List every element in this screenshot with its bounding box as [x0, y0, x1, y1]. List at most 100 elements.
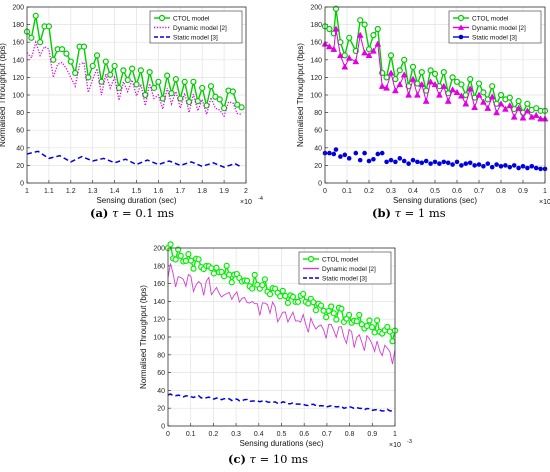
ch1-series-1-point	[325, 43, 333, 50]
ch1-series-0-point	[475, 80, 483, 87]
ch2-ylabel: Normalised Throughput (bps)	[139, 285, 148, 389]
ch2-series-0-point	[182, 257, 189, 265]
ch1-series-0-point	[409, 63, 417, 70]
ch1-series-1-point	[413, 91, 421, 98]
ch2-series-0-point	[317, 302, 325, 309]
ch2-series-0-point	[284, 299, 291, 307]
ch1-series-0-point	[506, 94, 513, 101]
ch1-xtick-label: 0.1	[342, 188, 352, 195]
caption-c-value: = 10 ms	[259, 452, 308, 466]
ch1-series-1-point	[332, 25, 340, 32]
ch2-xtick-label: 0.8	[345, 431, 355, 438]
ch2-xtick-label: 0.9	[367, 431, 377, 438]
ch1-series-2-point	[393, 159, 398, 165]
ch1-series-1-point	[519, 114, 527, 121]
ch0-series-0-point	[32, 12, 39, 19]
ch1-frame	[324, 6, 546, 184]
ch1-series-2-point	[503, 163, 508, 168]
ch1-series-1-point	[369, 47, 377, 54]
ch1-ytick-label: 40	[314, 145, 322, 152]
ch1-series-2-point	[357, 157, 363, 163]
ch0-series-0-point	[133, 81, 140, 88]
ch1-series-2-point	[437, 161, 442, 166]
ch1-series-1-point	[493, 109, 501, 116]
ch0-series-0-point	[146, 69, 153, 76]
ch1-ytick-label: 100	[310, 93, 322, 100]
ch2-series-0-point	[167, 241, 174, 248]
ch1-series-2-point	[459, 163, 464, 168]
ch1-series-0-point	[427, 67, 434, 74]
ch2-xtick-label: 0.2	[209, 431, 219, 438]
ch2-ytick-label: 20	[157, 406, 165, 413]
ch1-series-2-point	[379, 150, 385, 156]
ch2-series-2-line	[167, 393, 395, 412]
ch0-xtick-label: 1.8	[197, 188, 207, 195]
ch2-series-0-point	[259, 282, 266, 289]
ch0-series-0-point	[150, 84, 158, 92]
ch0-ytick-label: 80	[16, 110, 24, 117]
ch1-series-2-point	[338, 154, 343, 159]
ch0-series-0-point	[93, 52, 101, 59]
caption-b: (b) τ = 1 ms	[372, 206, 446, 220]
ch2-series-0-point	[323, 314, 330, 321]
caption-a: (a) τ = 0.1 ms	[90, 206, 174, 220]
ch1-series-2-point	[441, 159, 447, 165]
ch1-series-0-point	[374, 25, 381, 33]
ch0-series-0-point	[120, 67, 127, 74]
ch1-xtick-label: 0.6	[452, 188, 462, 195]
ch2-series-0-point	[325, 307, 332, 315]
ch1-series-2-point	[346, 156, 352, 161]
ch1-xtick-label: 1	[543, 188, 547, 195]
ch0-xtick-label: 1.4	[110, 188, 120, 195]
ch0-ytick-label: 20	[16, 163, 24, 170]
ch2-series-0-point	[294, 298, 302, 305]
ch1-series-1-point	[449, 86, 457, 93]
ch0-series-0-point	[58, 46, 66, 53]
ch0-series-0-point	[212, 93, 219, 100]
ch0-series-0-point	[80, 43, 88, 50]
ch0-x-multiplier: ×10	[240, 199, 252, 206]
ch1-series-2-point	[472, 163, 477, 168]
ch2-series-0-point	[251, 271, 258, 278]
ch2-series-0-point	[310, 299, 317, 306]
ch0-ytick-label: 140	[12, 57, 24, 64]
ch1-series-2-point	[331, 151, 337, 157]
ch1-series-1-point	[462, 100, 470, 107]
ch1-ytick-label: 180	[310, 22, 322, 29]
ch1-series-1-point	[330, 45, 338, 52]
ch1-series-1-point	[427, 78, 435, 85]
ch1-ytick-label: 60	[314, 128, 322, 135]
ch1-series-0-point	[480, 89, 487, 96]
ch0-series-0-point	[172, 76, 180, 83]
caption-c-label: (c)	[228, 452, 246, 466]
ch1-series-1-point	[479, 98, 487, 105]
ch2-series-0-point	[226, 271, 233, 278]
ch1-series-0-point	[361, 21, 368, 28]
ch1-series-1-point	[475, 91, 483, 98]
ch1-xtick-label: 0.7	[474, 188, 484, 195]
ch1-series-1-point	[435, 91, 443, 98]
ch1-series-0-point	[440, 69, 447, 76]
ch1-series-1-point	[345, 54, 353, 61]
ch2-series-0-point	[374, 317, 381, 324]
ch1-series-1-point	[510, 113, 518, 120]
caption-a-value: = 0.1 ms	[122, 206, 175, 220]
ch0-frame	[26, 6, 247, 184]
ch2-series-0-point	[300, 290, 307, 298]
ch0-series-0-point	[142, 91, 149, 99]
ch0-ytick-label: 200	[12, 5, 24, 12]
ch1-xtick-label: 0.5	[430, 188, 440, 195]
ch1-series-0-point	[515, 98, 522, 105]
ch2-x-multiplier-exp: -3	[407, 439, 412, 445]
ch1-series-2-point	[511, 163, 517, 168]
ch1-xtick-label: 0.9	[518, 188, 528, 195]
ch0-ytick-label: 180	[12, 22, 24, 29]
ch1-series-1-point	[409, 75, 417, 82]
ch1-series-2-point	[388, 157, 394, 163]
ch0-xtick-label: 1.7	[175, 188, 185, 195]
ch1-series-2-point	[520, 163, 526, 169]
ch1-series-0-point	[497, 91, 505, 99]
ch2-series-0-point	[289, 293, 297, 300]
ch0-xtick-label: 1.2	[66, 188, 76, 195]
caption-b-label: (b)	[372, 206, 391, 220]
